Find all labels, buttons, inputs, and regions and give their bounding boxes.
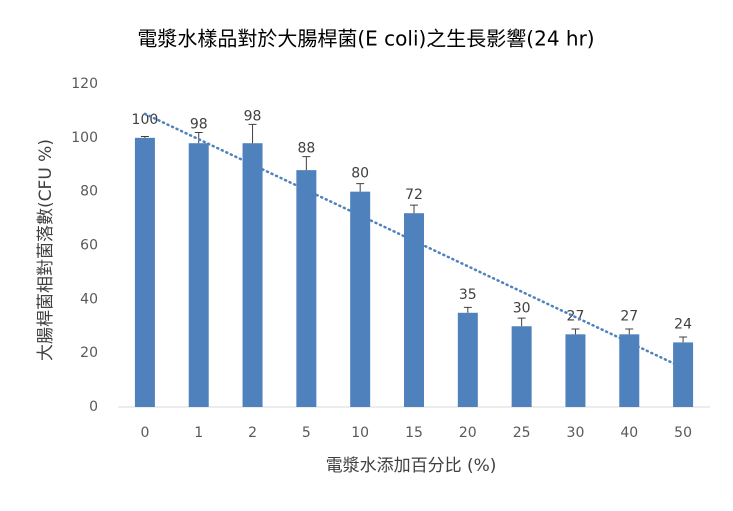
- bar: [673, 342, 694, 407]
- y-tick-label: 120: [71, 76, 98, 92]
- value-label: 27: [620, 308, 638, 324]
- bar: [296, 170, 317, 407]
- value-label: 88: [297, 141, 315, 157]
- bar: [188, 143, 209, 407]
- trendline: [143, 112, 685, 370]
- bar: [350, 191, 371, 407]
- y-tick-label: 0: [89, 399, 98, 415]
- bar: [619, 334, 640, 407]
- value-label: 24: [674, 316, 692, 332]
- x-tick-label: 50: [674, 425, 692, 441]
- x-tick-label: 20: [459, 425, 477, 441]
- error-bar: [571, 328, 580, 335]
- value-label: 100: [132, 112, 159, 128]
- error-bar: [140, 135, 149, 138]
- value-label: 72: [405, 187, 423, 203]
- y-axis-title: 大腸桿菌相對菌落數(CFU %): [36, 139, 56, 361]
- bar: [511, 326, 532, 407]
- y-tick-label: 40: [80, 291, 98, 307]
- bar: [565, 334, 586, 407]
- error-bar: [356, 183, 365, 192]
- bar: [404, 213, 424, 407]
- x-tick-label: 25: [513, 425, 531, 441]
- x-tick-label: 2: [248, 425, 257, 441]
- y-tick-label: 60: [80, 238, 98, 254]
- bar: [134, 137, 155, 408]
- error-bar: [463, 306, 472, 313]
- y-tick-label: 80: [80, 184, 98, 200]
- x-tick-label: 0: [140, 425, 149, 441]
- error-bar: [679, 336, 688, 343]
- error-bar: [194, 131, 203, 144]
- error-bar: [517, 317, 526, 327]
- value-label: 98: [244, 108, 262, 124]
- y-tick-label: 100: [71, 130, 98, 146]
- x-axis-title: 電漿水添加百分比 (%): [326, 456, 497, 476]
- value-label: 35: [459, 287, 477, 303]
- value-label: 98: [190, 116, 208, 132]
- error-bar: [302, 156, 311, 171]
- y-tick-label: 20: [80, 345, 98, 361]
- bar: [242, 143, 263, 407]
- error-bar: [410, 204, 418, 214]
- x-tick-label: 5: [302, 425, 311, 441]
- chart-title: 電漿水樣品對於大腸桿菌(E coli)之生長影響(24 hr): [137, 27, 594, 51]
- x-tick-label: 15: [405, 425, 423, 441]
- x-tick-label: 30: [567, 425, 585, 441]
- x-tick-label: 10: [351, 425, 369, 441]
- bar: [457, 312, 478, 407]
- error-bar: [625, 328, 634, 335]
- error-bar: [248, 123, 257, 144]
- value-label: 80: [351, 166, 369, 182]
- x-tick-label: 1: [194, 425, 203, 441]
- x-tick-label: 40: [620, 425, 638, 441]
- value-label: 30: [513, 300, 531, 316]
